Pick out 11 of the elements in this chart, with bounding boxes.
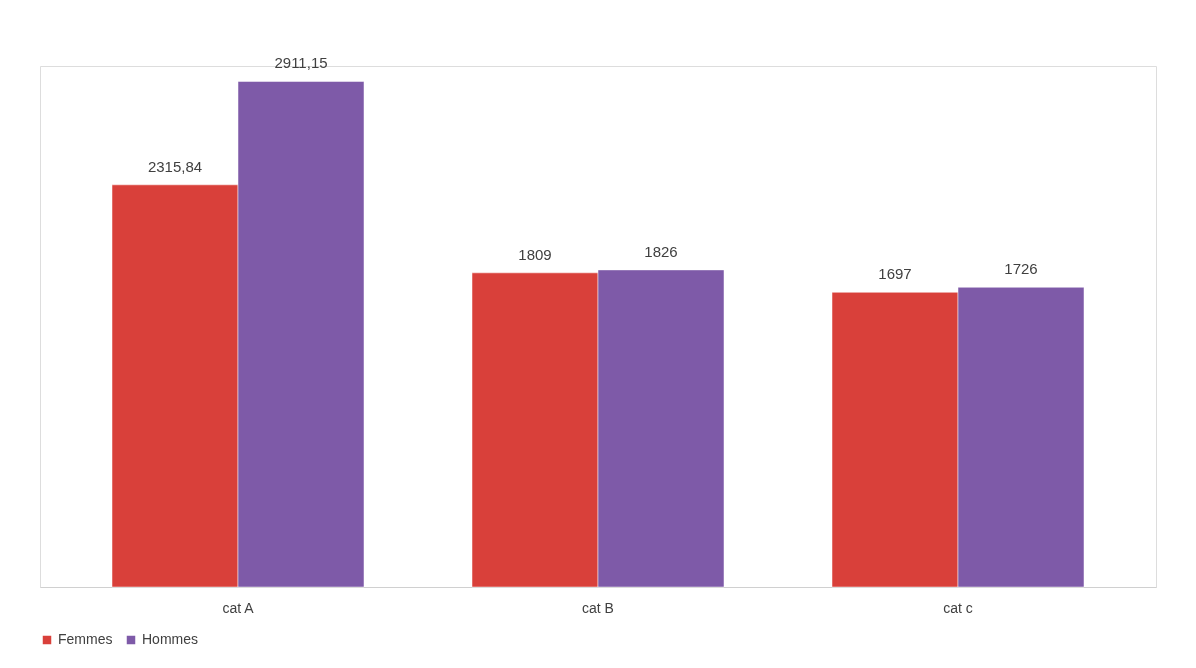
x-tick-label: cat B [582,599,614,616]
data-label: 1809 [518,245,552,263]
data-label: 1726 [1004,260,1038,278]
data-label: 1697 [878,265,912,283]
data-label: 2315,84 [147,157,203,175]
legend-label: Femmes [58,631,113,647]
x-tick-label: cat c [943,599,973,616]
data-label: 2911,15 [274,54,328,72]
legend-label: Hommes [142,631,199,647]
data-label: 1826 [644,242,678,260]
x-tick-label: cat A [222,599,255,616]
